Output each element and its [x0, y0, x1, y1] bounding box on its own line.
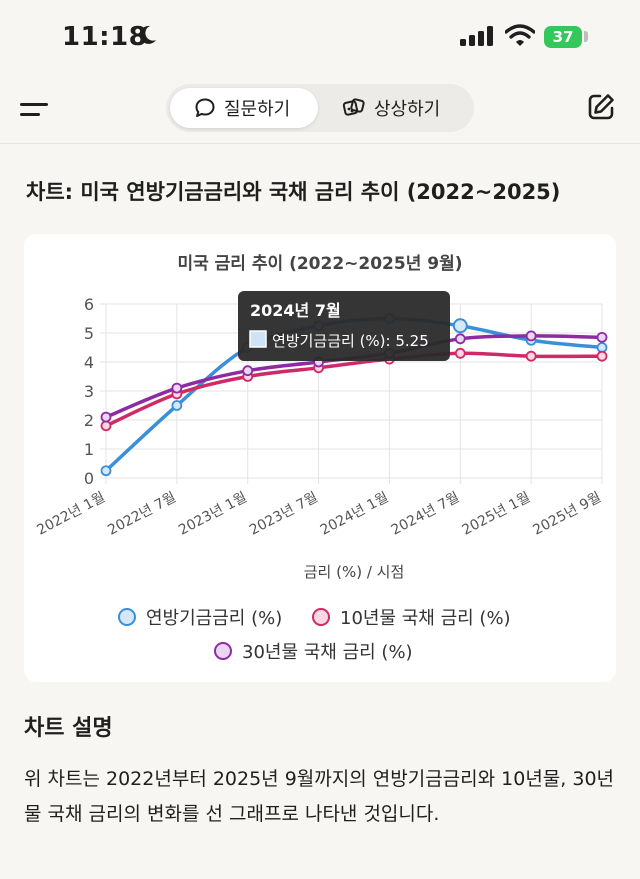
compose-icon[interactable]	[586, 92, 616, 122]
y-tick-label: 3	[84, 382, 94, 401]
highlighted-data-point[interactable]	[452, 318, 468, 334]
x-tick-label: 2025년 9월	[530, 489, 604, 538]
data-point[interactable]	[454, 333, 466, 345]
tab-ask[interactable]: 질문하기	[170, 88, 318, 128]
battery-indicator: 37	[544, 26, 582, 48]
line-chart: 미국 금리 추이 (2022~2025년 9월) 0 1 2 3 4 5 6 2022년 1…	[34, 254, 608, 581]
legend-label-fed: 연방기금금리 (%)	[146, 608, 283, 629]
menu-line-icon	[20, 113, 40, 116]
legend-item-10y[interactable]: 10년물 국채 금리 (%)	[312, 604, 511, 630]
y-tick-label: 0	[84, 469, 94, 488]
chart-card: 미국 금리 추이 (2022~2025년 9월) 0 1 2 3 4 5 6 2022년 1…	[24, 234, 616, 682]
chat-bubble-icon	[195, 98, 215, 117]
legend-item-fed[interactable]: 연방기금금리 (%)	[118, 604, 282, 630]
mode-switch: 질문하기 상상하기	[166, 84, 474, 132]
top-nav: 질문하기 상상하기	[0, 74, 640, 144]
data-point[interactable]	[171, 400, 183, 411]
battery-level: 37	[552, 28, 574, 46]
tooltip-swatch	[249, 330, 267, 348]
tab-imagine[interactable]: 상상하기	[322, 88, 470, 128]
section-title: 차트 설명	[24, 716, 113, 741]
y-tick-label: 1	[84, 440, 94, 459]
moon-icon	[139, 25, 156, 44]
tab-ask-label: 질문하기	[224, 99, 291, 120]
x-tick-label: 2023년 1월	[176, 489, 250, 538]
data-point[interactable]	[100, 411, 112, 423]
menu-line-icon	[20, 103, 48, 106]
y-tick-label: 5	[84, 324, 94, 343]
x-axis-label: 금리 (%) / 시점	[304, 563, 405, 581]
dice-icon	[342, 98, 365, 116]
legend-item-30y[interactable]: 30년물 국채 금리 (%)	[214, 638, 413, 664]
chart-tooltip: 2024년 7월 연방기금금리 (%): 5.25	[238, 291, 450, 361]
series-line	[104, 351, 604, 428]
x-tick-label: 2025년 1월	[460, 489, 534, 538]
legend-swatch-fed	[118, 608, 136, 626]
x-tick-label: 2024년 1월	[318, 489, 392, 538]
chart-description: 위 차트는 2022년부터 2025년 9월까지의 연방기금금리와 10년물, …	[24, 768, 615, 825]
y-tick-label: 6	[84, 295, 94, 314]
x-tick-label: 2022년 7월	[105, 489, 179, 538]
x-tick-label: 2024년 7월	[389, 489, 463, 538]
y-tick-label: 4	[84, 353, 94, 372]
data-point[interactable]	[454, 347, 466, 359]
legend-swatch-10y	[312, 608, 330, 626]
y-tick-label: 2	[84, 411, 94, 430]
x-tick-label: 2022년 1월	[34, 489, 108, 538]
data-point[interactable]	[596, 331, 608, 343]
data-point[interactable]	[596, 342, 608, 353]
tooltip-value: 연방기금금리 (%): 5.25	[272, 332, 429, 350]
status-bar: 11:18 37	[0, 0, 640, 74]
data-point[interactable]	[242, 365, 254, 377]
x-tick-label: 2023년 7월	[247, 489, 321, 538]
menu-button[interactable]	[20, 100, 48, 120]
legend-label-10y: 10년물 국채 금리 (%)	[340, 608, 511, 629]
wifi-icon	[505, 24, 535, 46]
data-point[interactable]	[171, 382, 183, 394]
data-point[interactable]	[100, 465, 112, 477]
tooltip-title: 2024년 7월	[250, 301, 341, 320]
data-point[interactable]	[100, 420, 112, 432]
page-title: 차트: 미국 연방기금금리와 국채 금리 추이 (2022~2025)	[26, 180, 561, 204]
data-point[interactable]	[525, 350, 537, 362]
tab-imagine-label: 상상하기	[374, 99, 441, 120]
data-point[interactable]	[525, 330, 537, 342]
status-time: 11:18	[62, 22, 148, 52]
cellular-signal-icon	[460, 26, 493, 46]
legend-swatch-30y	[214, 642, 232, 660]
chart-title: 미국 금리 추이 (2022~2025년 9월)	[177, 254, 462, 274]
data-point[interactable]	[596, 350, 608, 362]
battery-nub	[584, 31, 588, 42]
legend-label-30y: 30년물 국채 금리 (%)	[242, 642, 413, 663]
